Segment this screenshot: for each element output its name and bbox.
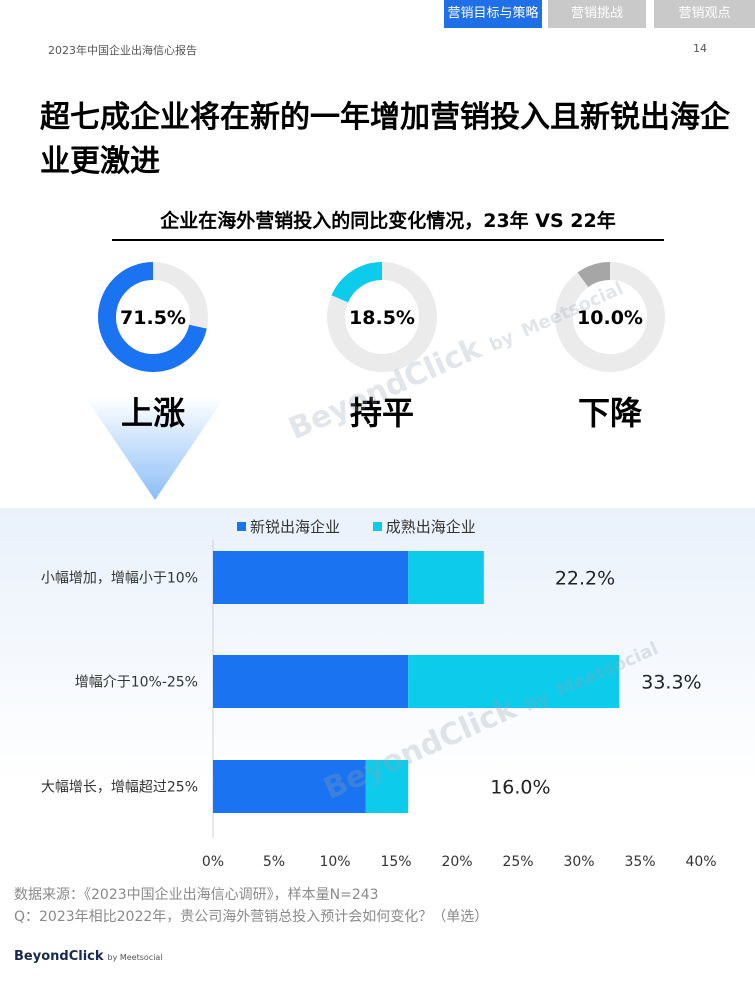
legend-swatch-new: [237, 522, 246, 531]
legend-item-new: 新锐出海企业: [237, 516, 340, 537]
bar-mature-0: [408, 551, 484, 604]
legend-swatch-mature: [372, 522, 382, 531]
total-label-0: 22.2%: [555, 568, 615, 590]
total-label-1: 33.3%: [641, 672, 701, 694]
x-tick-label-3: 15%: [380, 854, 411, 870]
tab-marketing-strategy[interactable]: 营销目标与策略: [444, 0, 542, 28]
page-headline: 超七成企业将在新的一年增加营销投入且新锐出海企业更激进: [40, 100, 730, 179]
x-tick-label-8: 40%: [685, 854, 716, 870]
donut-value-label-0: 71.5%: [120, 307, 186, 329]
page-number: 14: [693, 42, 707, 55]
survey-question-note: Q：2023年相比2022年，贵公司海外营销总投入预计会如何变化？（单选）: [14, 909, 489, 925]
bar-new-1: [213, 655, 409, 708]
donut-charts: 71.5% 18.5% 10.0%: [98, 262, 665, 372]
brand-partner: by Meetsocial: [107, 953, 163, 962]
x-tick-label-7: 35%: [624, 854, 655, 870]
x-tick-label-6: 30%: [563, 854, 594, 870]
category-label-0: 小幅增加，增幅小于10%: [41, 571, 198, 587]
x-tick-label-1: 5%: [263, 854, 285, 870]
report-title: 2023年中国企业出海信心报告: [48, 44, 197, 57]
legend-label-mature: 成熟出海企业: [385, 518, 476, 536]
category-label-1: 增幅介于10%-25%: [75, 675, 198, 691]
data-source-note: 数据来源：《2023中国企业出海信心调研》，样本量N=243: [14, 887, 379, 903]
x-tick-label-4: 20%: [441, 854, 472, 870]
brand-logo: BeyondClick by Meetsocial: [14, 949, 163, 964]
brand-name: BeyondClick: [14, 949, 104, 964]
category-label-2: 大幅增长，增幅超过25%: [41, 780, 198, 796]
bar-new-2: [213, 760, 366, 813]
legend-label-new: 新锐出海企业: [250, 518, 341, 536]
donut-slice-1: [327, 262, 437, 372]
x-tick-label-2: 10%: [319, 854, 350, 870]
bar-mature-1: [408, 655, 620, 708]
donut-value-label-2: 10.0%: [577, 307, 643, 329]
legend-item-mature: 成熟出海企业: [372, 516, 476, 537]
donut-category-label-1: 持平: [349, 394, 414, 432]
tab-marketing-views[interactable]: 营销观点: [654, 0, 755, 28]
x-tick-label-0: 0%: [202, 854, 224, 870]
donut-value-label-1: 18.5%: [349, 307, 415, 329]
bar-new-0: [213, 551, 409, 604]
bar-mature-2: [365, 760, 409, 813]
chart-subtitle: 企业在海外营销投入的同比变化情况，23年 VS 22年: [112, 206, 664, 241]
donut-category-label-0: 上涨: [120, 394, 185, 432]
donut-slice-2: [555, 262, 665, 372]
donut-category-label-2: 下降: [577, 394, 642, 432]
tab-marketing-challenges[interactable]: 营销挑战: [548, 0, 646, 28]
total-label-2: 16.0%: [490, 777, 550, 799]
bar-chart-legend: 新锐出海企业 成熟出海企业: [237, 516, 504, 537]
x-tick-label-5: 25%: [502, 854, 533, 870]
donut-slice-0: [98, 262, 208, 372]
